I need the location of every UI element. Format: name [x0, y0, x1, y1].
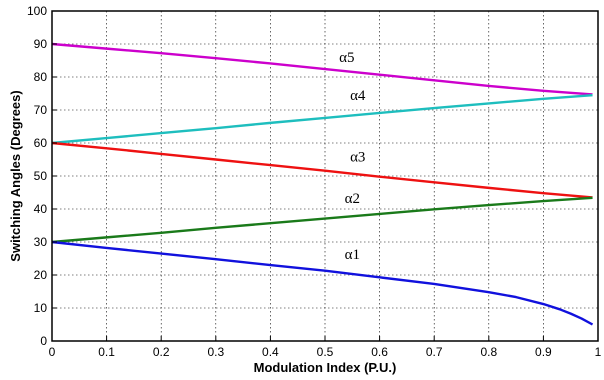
series-line-3: [51, 141, 593, 199]
y-tick-label: 50: [34, 169, 48, 183]
x-tick-label: 0.9: [535, 345, 552, 359]
y-tick-label: 100: [27, 4, 47, 18]
y-tick-label: 90: [34, 37, 48, 51]
x-tick-label: 0.6: [371, 345, 388, 359]
x-tick-label: 0.8: [480, 345, 497, 359]
y-axis-title: Switching Angles (Degrees): [8, 90, 23, 261]
series-label: α4: [350, 88, 366, 104]
series-label: α5: [339, 50, 354, 66]
x-tick-label: 0: [49, 345, 56, 359]
y-tick-label: 10: [34, 301, 48, 315]
series-label: α1: [345, 247, 360, 263]
series-label: α3: [350, 149, 365, 165]
series-line-4: [51, 196, 593, 244]
x-tick-label: 1: [595, 345, 602, 359]
axis-ticks: 0 0.1 0.2 0.3 0.4 0.5 0.6 0.7 0.8 0.9 101020304050…: [27, 4, 602, 359]
y-tick-label: 30: [34, 235, 48, 249]
x-tick-label: 0.5: [317, 345, 334, 359]
series-line-1: [51, 42, 593, 96]
y-tick-label: 60: [34, 136, 48, 150]
y-tick-label: 0: [40, 334, 47, 348]
x-tick-label: 0.7: [426, 345, 443, 359]
x-tick-label: 0.1: [98, 345, 115, 359]
y-tick-label: 70: [34, 103, 48, 117]
x-tick-label: 0.4: [262, 345, 279, 359]
series-label: α2: [345, 191, 360, 207]
x-tick-label: 0.2: [153, 345, 170, 359]
y-tick-label: 20: [34, 268, 48, 282]
x-axis-title: Modulation Index (P.U.): [254, 360, 397, 375]
y-tick-label: 40: [34, 202, 48, 216]
series-labels: α5 α4 α3 α2 α1: [339, 50, 366, 263]
grid: [52, 11, 598, 341]
series-line-5: [51, 240, 594, 326]
x-tick-label: 0.3: [207, 345, 224, 359]
series-lines: [51, 42, 594, 326]
y-tick-label: 80: [34, 70, 48, 84]
series-line-2: [51, 93, 593, 145]
